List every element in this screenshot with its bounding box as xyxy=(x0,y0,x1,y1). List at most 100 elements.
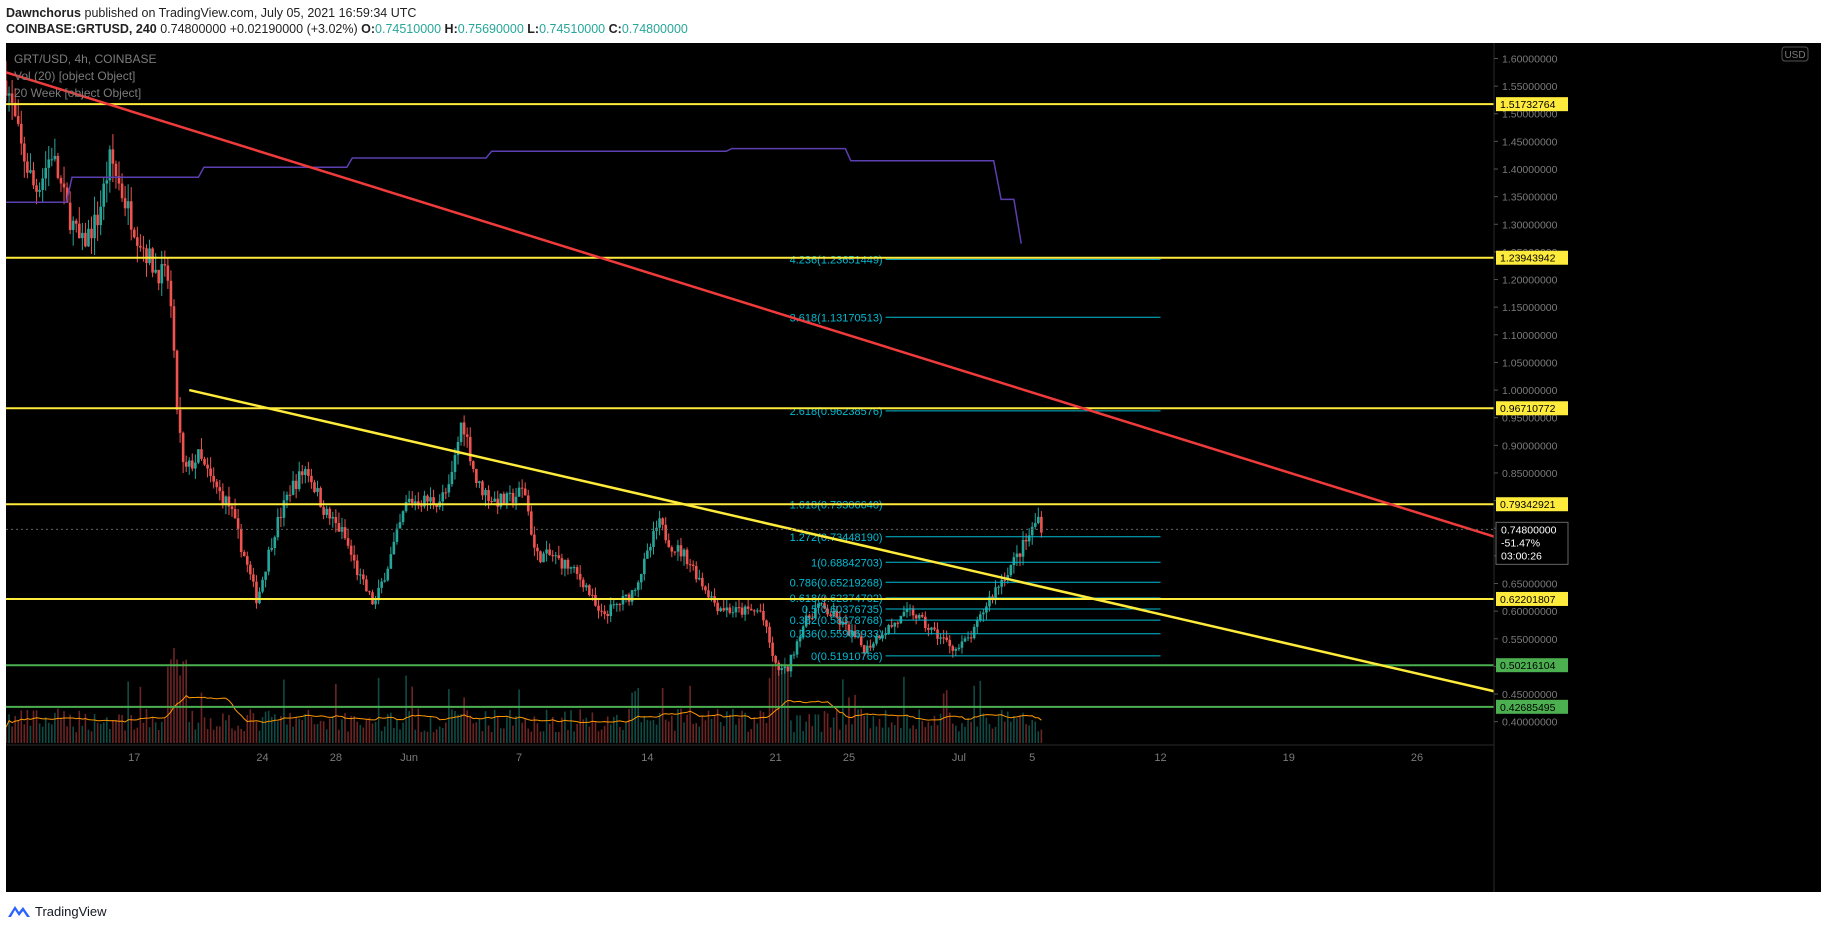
candle-body xyxy=(966,637,970,639)
volume-bar xyxy=(582,719,585,743)
candle-body xyxy=(710,596,713,598)
volume-bar xyxy=(646,719,649,743)
candle-body xyxy=(508,492,512,494)
candle-body xyxy=(838,617,842,625)
candle-body xyxy=(120,183,124,199)
red-downtrend-line xyxy=(6,71,1495,538)
candle-body xyxy=(603,611,606,614)
candle-body xyxy=(313,482,316,492)
volume-bar xyxy=(857,709,859,743)
legend-20-week[interactable]: 20 Week [object Object] xyxy=(14,86,142,100)
volume-bar xyxy=(341,719,343,743)
volume-bar xyxy=(884,710,887,743)
publish-line: Dawnchorus published on TradingView.com,… xyxy=(6,6,416,20)
last-price-tag: 0.74800000 xyxy=(1501,524,1557,536)
candle-body xyxy=(991,596,994,598)
level-price-tag: 0.42685495 xyxy=(1500,702,1556,714)
candle-body xyxy=(533,534,536,548)
volume-bar xyxy=(240,728,242,743)
candle-body xyxy=(304,469,307,476)
candle-body xyxy=(1018,553,1022,557)
volume-bar xyxy=(558,731,560,743)
candle-body xyxy=(386,568,390,581)
candle-body xyxy=(945,637,948,640)
candle-body xyxy=(203,458,206,465)
candle-body xyxy=(621,596,625,605)
candle-body xyxy=(594,595,597,606)
candle-body xyxy=(624,594,628,597)
candle-body xyxy=(346,538,350,546)
candle-body xyxy=(865,645,869,654)
candle-body xyxy=(328,508,332,519)
candle-body xyxy=(924,616,927,628)
candle-body xyxy=(569,567,573,569)
level-price-tag-bg xyxy=(1496,250,1568,265)
volume-bar xyxy=(820,731,823,743)
candle-body xyxy=(581,579,585,588)
legend-volume[interactable]: Vol (20) [object Object] xyxy=(14,69,136,83)
candle-body xyxy=(307,469,310,476)
candle-body xyxy=(670,547,674,552)
candle-body xyxy=(108,149,112,181)
candle-body xyxy=(618,604,622,606)
candle-body xyxy=(899,615,903,624)
candle-body xyxy=(850,630,854,636)
candle-body xyxy=(862,645,866,654)
volume-bar xyxy=(799,715,801,743)
volume-bar xyxy=(225,720,227,743)
candle-body xyxy=(762,611,765,621)
volume-bar xyxy=(451,709,453,743)
candle-body xyxy=(557,555,561,559)
volume-bar xyxy=(411,686,414,743)
volume-bar xyxy=(20,710,23,743)
volume-bar xyxy=(616,714,618,743)
candle-body xyxy=(456,441,460,456)
candle-body xyxy=(74,220,78,224)
volume-bar xyxy=(270,716,273,743)
fib-level-label: 0.5(0.60376735) xyxy=(802,604,883,616)
tradingview-footer: TradingView xyxy=(8,900,107,922)
x-tick-label: 28 xyxy=(330,752,342,764)
volume-bar xyxy=(81,725,84,743)
volume-bar xyxy=(667,721,670,743)
candle-body xyxy=(78,223,81,239)
volume-bar xyxy=(979,680,982,743)
volume-bar xyxy=(509,709,511,743)
candle-body xyxy=(890,625,894,627)
candle-body xyxy=(1027,535,1031,542)
volume-bar xyxy=(182,661,184,743)
volume-bar xyxy=(729,714,731,743)
candle-body xyxy=(13,102,17,117)
price-chart[interactable]: 4.236(1.23651449)3.618(1.13170513)2.618(… xyxy=(6,43,1821,892)
volume-bar xyxy=(530,731,533,743)
candle-body xyxy=(734,607,738,613)
candle-body xyxy=(749,608,753,611)
volume-bar xyxy=(54,712,56,743)
volume-bar xyxy=(234,730,236,743)
open-label: O: xyxy=(361,22,376,36)
candle-body xyxy=(368,591,371,593)
tradingview-brand[interactable]: TradingView xyxy=(35,903,107,919)
volume-bar xyxy=(900,727,902,743)
volume-bar xyxy=(551,716,554,743)
candle-body xyxy=(84,232,87,247)
candle-body xyxy=(389,554,393,569)
candle-body xyxy=(209,468,212,476)
author-name[interactable]: Dawnchorus xyxy=(6,6,82,20)
legend-symbol[interactable]: GRT/USD, 4h, COINBASE xyxy=(14,52,157,66)
candle-body xyxy=(633,589,637,591)
volume-bar xyxy=(506,717,508,743)
volume-bar xyxy=(955,725,957,743)
volume-bar xyxy=(51,724,53,743)
volume-bar xyxy=(185,659,187,743)
volume-bar xyxy=(579,709,581,743)
level-price-tag: 1.23943942 xyxy=(1500,253,1556,265)
candle-body xyxy=(743,606,747,615)
fib-level-label: 0.382(0.58378768) xyxy=(790,615,883,627)
candle-body xyxy=(688,564,692,566)
volume-bar xyxy=(99,723,102,743)
candle-body xyxy=(282,500,286,518)
candle-body xyxy=(316,488,319,492)
fib-level-label: 0.236(0.55906933) xyxy=(790,629,883,641)
chart-area[interactable]: 4.236(1.23651449) 3.618(1.13170513) 2.618(… xyxy=(6,43,1821,892)
